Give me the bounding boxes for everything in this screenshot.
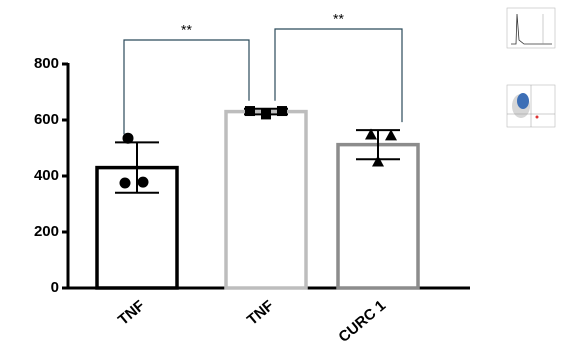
data-point — [372, 155, 384, 167]
thumbnail — [506, 84, 556, 128]
x-tick-label: CURC 1 — [335, 297, 389, 346]
data-point — [261, 109, 271, 120]
bar — [336, 142, 420, 290]
y-tick-label: 200 — [34, 223, 59, 240]
significance-bracket — [123, 39, 250, 135]
significance-label: ** — [181, 22, 192, 38]
y-tick-label: 0 — [51, 279, 59, 296]
data-point — [385, 129, 397, 141]
data-point — [119, 177, 131, 189]
thumbnail — [506, 7, 556, 49]
bar — [95, 165, 179, 290]
data-point — [122, 132, 134, 144]
data-point — [277, 106, 287, 117]
x-tick-label: TNF — [244, 297, 277, 329]
bar — [224, 109, 308, 290]
data-point — [245, 106, 255, 117]
significance-bracket — [274, 28, 403, 123]
y-tick-label: 400 — [34, 167, 59, 184]
y-tick-label: 800 — [34, 55, 59, 72]
data-point — [365, 128, 377, 140]
significance-label: ** — [333, 11, 344, 27]
y-tick-label: 600 — [34, 111, 59, 128]
x-tick-label: TNF — [115, 297, 148, 329]
data-point — [137, 176, 149, 188]
